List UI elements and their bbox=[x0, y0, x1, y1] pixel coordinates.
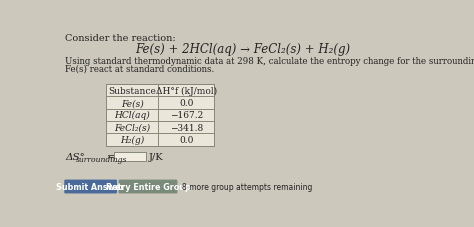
Text: Fe(s) + 2HCl(aq) → FeCl₂(s) + H₂(g): Fe(s) + 2HCl(aq) → FeCl₂(s) + H₂(g) bbox=[136, 43, 350, 56]
Text: ΔH°f (kJ/mol): ΔH°f (kJ/mol) bbox=[156, 86, 217, 95]
Text: H₂(g): H₂(g) bbox=[120, 135, 144, 144]
Text: FeCl₂(s): FeCl₂(s) bbox=[114, 123, 150, 132]
Text: ΔS°: ΔS° bbox=[65, 152, 85, 161]
Bar bbox=[113, 152, 146, 161]
Text: Fe(s): Fe(s) bbox=[121, 99, 144, 108]
Text: 0.0: 0.0 bbox=[179, 136, 193, 144]
Text: Substance: Substance bbox=[108, 86, 156, 95]
FancyBboxPatch shape bbox=[64, 180, 117, 194]
FancyBboxPatch shape bbox=[118, 180, 177, 194]
Text: =: = bbox=[107, 152, 116, 161]
Text: 0.0: 0.0 bbox=[179, 99, 193, 108]
Text: Consider the reaction:: Consider the reaction: bbox=[65, 33, 176, 42]
Text: Fe(s) react at standard conditions.: Fe(s) react at standard conditions. bbox=[65, 64, 215, 73]
Text: 8 more group attempts remaining: 8 more group attempts remaining bbox=[182, 182, 313, 191]
Bar bbox=[106, 85, 214, 146]
Text: Using standard thermodynamic data at 298 K, calculate the entropy change for the: Using standard thermodynamic data at 298… bbox=[65, 56, 474, 65]
Text: Submit Answer: Submit Answer bbox=[56, 182, 125, 191]
Text: J/K: J/K bbox=[149, 152, 164, 161]
Bar bbox=[106, 85, 214, 146]
Text: surroundings: surroundings bbox=[75, 155, 127, 163]
Text: Retry Entire Group: Retry Entire Group bbox=[106, 182, 191, 191]
Text: −167.2: −167.2 bbox=[170, 111, 203, 120]
Text: −341.8: −341.8 bbox=[170, 123, 203, 132]
Text: HCl(aq): HCl(aq) bbox=[114, 111, 150, 120]
